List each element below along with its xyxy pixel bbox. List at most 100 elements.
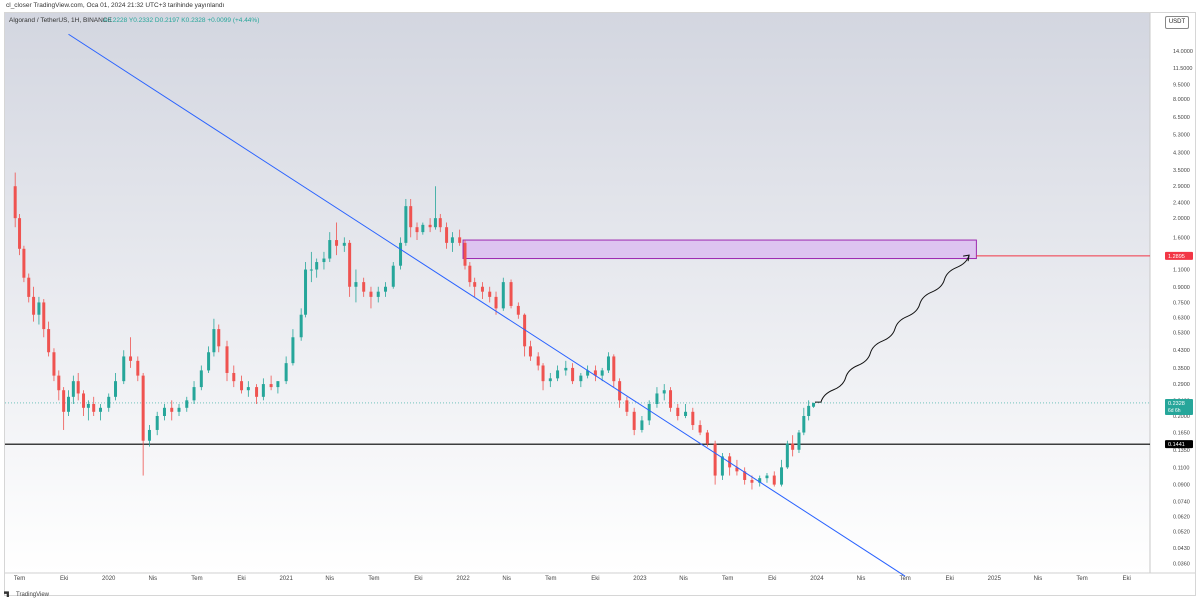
- price-tick-label: 3.5000: [1173, 168, 1190, 174]
- time-tick-label: 2020: [102, 576, 116, 582]
- projection-arrowhead-icon: [963, 254, 970, 262]
- candle-body: [421, 224, 425, 233]
- candle-body: [676, 407, 680, 416]
- candle-body: [192, 387, 196, 401]
- candle-body: [728, 456, 732, 468]
- price-tick-label: 0.9000: [1173, 285, 1190, 291]
- candle-body: [129, 356, 133, 361]
- candle-body: [170, 407, 174, 412]
- candle-body: [348, 242, 352, 287]
- candle-body: [579, 375, 583, 382]
- candle-body: [593, 370, 597, 376]
- price-tick-label: 0.6300: [1173, 315, 1190, 321]
- price-tick-label: 2.4000: [1173, 200, 1190, 206]
- candle-body: [284, 363, 288, 382]
- candle-body: [765, 475, 769, 479]
- price-tick-label: 0.2000: [1173, 414, 1190, 420]
- candle-body: [37, 302, 41, 315]
- price-tick-label: 1.1000: [1173, 268, 1190, 274]
- price-tick-label: 5.3000: [1173, 132, 1190, 138]
- candle-body: [62, 390, 66, 412]
- candle-body: [76, 381, 80, 394]
- candle-body: [13, 186, 17, 219]
- candle-body: [276, 381, 280, 388]
- candle-body: [122, 356, 126, 382]
- candle-body: [199, 370, 203, 388]
- support-price-label: 0.1441: [1168, 442, 1185, 448]
- time-tick-label: Tem: [14, 576, 25, 582]
- candle-body: [240, 381, 244, 391]
- tradingview-logo-icon: [4, 591, 9, 598]
- resistance-price-label-bg: [1165, 251, 1193, 260]
- candle-body: [404, 206, 408, 243]
- candle-body: [684, 411, 688, 416]
- price-tick-label: 0.0620: [1173, 515, 1190, 521]
- candle-body: [315, 262, 319, 270]
- candle-body: [473, 282, 477, 287]
- candle-body: [433, 218, 437, 228]
- candle-body: [691, 411, 695, 426]
- candle-body: [246, 387, 250, 391]
- time-tick-label: Tem: [899, 576, 910, 582]
- time-tick-label: Eki: [768, 576, 776, 582]
- price-tick-label: 11.5000: [1173, 66, 1192, 72]
- plot-background: [5, 13, 1150, 573]
- time-tick-label: Tem: [722, 576, 733, 582]
- resistance-zone[interactable]: [462, 239, 977, 260]
- last-price-label-bg: [1165, 398, 1193, 415]
- candle-body: [669, 390, 673, 408]
- time-tick-label: Nis: [679, 576, 688, 582]
- candle-body: [185, 400, 189, 408]
- candle-body: [501, 282, 505, 309]
- time-tick-label: 2021: [279, 576, 293, 582]
- candle-body: [42, 302, 46, 330]
- candle-body: [328, 240, 332, 259]
- price-tick-label: 0.3500: [1173, 366, 1190, 372]
- support-price-label-bg: [1165, 440, 1193, 449]
- candle-body: [556, 370, 560, 379]
- price-tick-label: 0.1100: [1173, 465, 1189, 471]
- candle-body: [147, 429, 151, 441]
- time-tick-label: Eki: [414, 576, 422, 582]
- price-tick-label: 2.0000: [1173, 216, 1190, 222]
- candle-body: [141, 375, 145, 441]
- candle-body: [586, 370, 590, 376]
- candle-body: [47, 329, 51, 353]
- candle-body: [541, 365, 545, 382]
- chart-frame[interactable]: Algorand / TetherUS, 1H, BINANCE A0.2228 …: [4, 12, 1196, 596]
- candle-body: [606, 356, 610, 371]
- candle-body: [468, 265, 472, 283]
- candle-body: [57, 375, 61, 391]
- candle-body: [86, 403, 90, 408]
- price-tick-label: 0.0740: [1173, 499, 1190, 505]
- candle-body: [212, 329, 216, 353]
- time-tick-label: Nis: [149, 576, 158, 582]
- price-tick-label: 6.5000: [1173, 115, 1190, 121]
- time-tick-label: Eki: [1122, 576, 1130, 582]
- price-tick-label: 14.0000: [1173, 49, 1193, 55]
- price-axis-background: [1150, 13, 1195, 595]
- candle-body: [225, 346, 229, 373]
- time-tick-label: 2024: [810, 576, 824, 582]
- time-tick-label: 2025: [988, 576, 1002, 582]
- candle-body: [791, 443, 795, 450]
- candle-body: [600, 370, 604, 376]
- projection-path[interactable]: [814, 255, 970, 403]
- descending-trendline[interactable]: [68, 33, 906, 577]
- candle-body: [536, 356, 540, 366]
- candle-body: [640, 420, 644, 430]
- candle-body: [217, 329, 221, 347]
- candle-body: [322, 258, 326, 263]
- candle-body: [743, 471, 747, 480]
- price-tick-label: 1.6000: [1173, 235, 1190, 241]
- candle-body: [488, 291, 492, 297]
- time-tick-label: Nis: [1034, 576, 1043, 582]
- candle-body: [369, 291, 373, 297]
- currency-button[interactable]: USDT: [1165, 16, 1189, 29]
- candle-body: [415, 227, 419, 233]
- price-chart[interactable]: Algorand / TetherUS, 1H, BINANCEA0.2228 …: [5, 13, 1195, 595]
- time-tick-label: Tem: [368, 576, 379, 582]
- candle-body: [571, 367, 575, 382]
- last-price-label-countdown: 6d 6h: [1168, 408, 1181, 414]
- candle-body: [705, 432, 709, 444]
